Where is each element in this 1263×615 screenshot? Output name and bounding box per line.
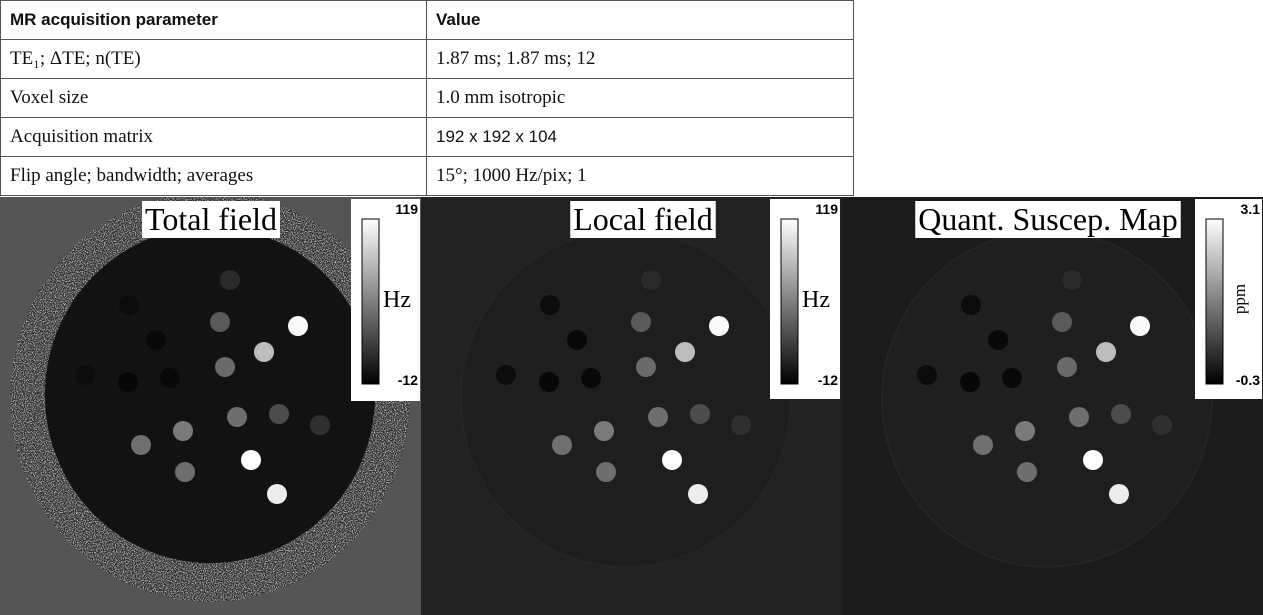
- cell: Acquisition matrix: [0, 117, 427, 157]
- image-panel: 3.1 -0.3 ppm Quant. Suscep. Map: [842, 197, 1263, 615]
- phantom: [881, 230, 1213, 568]
- sphere: [917, 365, 937, 385]
- cell: 1.0 mm isotropic: [426, 78, 854, 118]
- sphere: [1017, 462, 1037, 482]
- sphere: [119, 295, 139, 315]
- sphere: [241, 450, 261, 470]
- sphere: [1096, 342, 1116, 362]
- sphere: [227, 407, 247, 427]
- image-panels: 119 -12 Hz Total field 119 -12 Hz Local field 3.…: [0, 197, 1263, 615]
- colorbar-box: [1195, 199, 1262, 399]
- sphere: [1062, 270, 1082, 290]
- sphere: [269, 404, 289, 424]
- colorbar-min: -12: [818, 372, 838, 388]
- table-row: Flip angle; bandwidth; averages 15°; 100…: [0, 156, 854, 196]
- colorbar: [361, 218, 380, 385]
- sphere: [594, 421, 614, 441]
- sphere: [688, 484, 708, 504]
- cell: 15°; 1000 Hz/pix; 1: [426, 156, 854, 196]
- panel-title: Quant. Suscep. Map: [918, 201, 1178, 237]
- header-cell: Value: [426, 0, 854, 40]
- phantom: [460, 230, 792, 568]
- sphere: [552, 435, 572, 455]
- title-box: [142, 201, 280, 238]
- image-panel: 119 -12 Hz Total field: [0, 197, 422, 615]
- table-row: Voxel size 1.0 mm isotropic: [0, 78, 854, 118]
- sphere: [631, 312, 651, 332]
- sphere: [662, 450, 682, 470]
- sphere: [641, 270, 661, 290]
- sphere: [581, 368, 601, 388]
- table-row: Acquisition matrix 192 x 192 x 104: [0, 117, 854, 157]
- sphere: [961, 295, 981, 315]
- sphere: [709, 316, 729, 336]
- phantom: [45, 227, 375, 563]
- sphere: [567, 330, 587, 350]
- sphere: [988, 330, 1008, 350]
- sphere: [215, 357, 235, 377]
- sphere: [496, 365, 516, 385]
- sphere: [146, 330, 166, 350]
- table-header: MR acquisition parameter Value: [0, 0, 854, 40]
- sphere: [254, 342, 274, 362]
- sphere: [690, 404, 710, 424]
- sphere: [540, 295, 560, 315]
- cell: TE₁; ΔTE; n(TE): [0, 39, 427, 79]
- colorbar: [1205, 218, 1224, 385]
- sphere: [175, 462, 195, 482]
- panel-title: Total field: [145, 201, 277, 237]
- sphere: [1069, 407, 1089, 427]
- sphere: [539, 372, 559, 392]
- cell: Voxel size: [0, 78, 427, 118]
- sphere: [131, 435, 151, 455]
- sphere: [310, 415, 330, 435]
- sphere: [1130, 316, 1150, 336]
- sphere: [75, 365, 95, 385]
- sphere: [220, 270, 240, 290]
- colorbar-unit: Hz: [802, 287, 830, 313]
- title-box: [915, 201, 1181, 238]
- table-row: TE₁; ΔTE; n(TE) 1.87 ms; 1.87 ms; 12: [0, 39, 854, 79]
- colorbar-unit: Hz: [383, 287, 411, 313]
- panel-title: Local field: [573, 201, 712, 237]
- sphere: [675, 342, 695, 362]
- sphere: [288, 316, 308, 336]
- sphere: [118, 372, 138, 392]
- colorbar-max: 3.1: [1241, 201, 1261, 217]
- sphere: [960, 372, 980, 392]
- sphere: [636, 357, 656, 377]
- sphere: [1083, 450, 1103, 470]
- colorbar-unit: ppm: [1230, 284, 1249, 314]
- sphere: [1109, 484, 1129, 504]
- sphere: [1002, 368, 1022, 388]
- sphere: [173, 421, 193, 441]
- colorbar: [780, 218, 799, 385]
- colorbar-max: 119: [815, 201, 838, 217]
- header-cell: MR acquisition parameter: [0, 0, 427, 40]
- sphere: [648, 407, 668, 427]
- sphere: [210, 312, 230, 332]
- colorbar-min: -0.3: [1236, 372, 1260, 388]
- colorbar-max: 119: [395, 201, 418, 217]
- sphere: [1052, 312, 1072, 332]
- sphere: [1015, 421, 1035, 441]
- sphere: [160, 368, 180, 388]
- sphere: [731, 415, 751, 435]
- title-box: [570, 201, 716, 238]
- image-panel: 119 -12 Hz Local field: [421, 197, 843, 615]
- sphere: [596, 462, 616, 482]
- sphere: [1057, 357, 1077, 377]
- cell: Flip angle; bandwidth; averages: [0, 156, 427, 196]
- sphere: [1111, 404, 1131, 424]
- cell: 1.87 ms; 1.87 ms; 12: [426, 39, 854, 79]
- cell: 192 x 192 x 104: [426, 117, 854, 157]
- parameter-table: MR acquisition parameter Value TE₁; ΔTE;…: [0, 0, 854, 196]
- sphere: [267, 484, 287, 504]
- sphere: [973, 435, 993, 455]
- sphere: [1152, 415, 1172, 435]
- colorbar-min: -12: [398, 372, 418, 388]
